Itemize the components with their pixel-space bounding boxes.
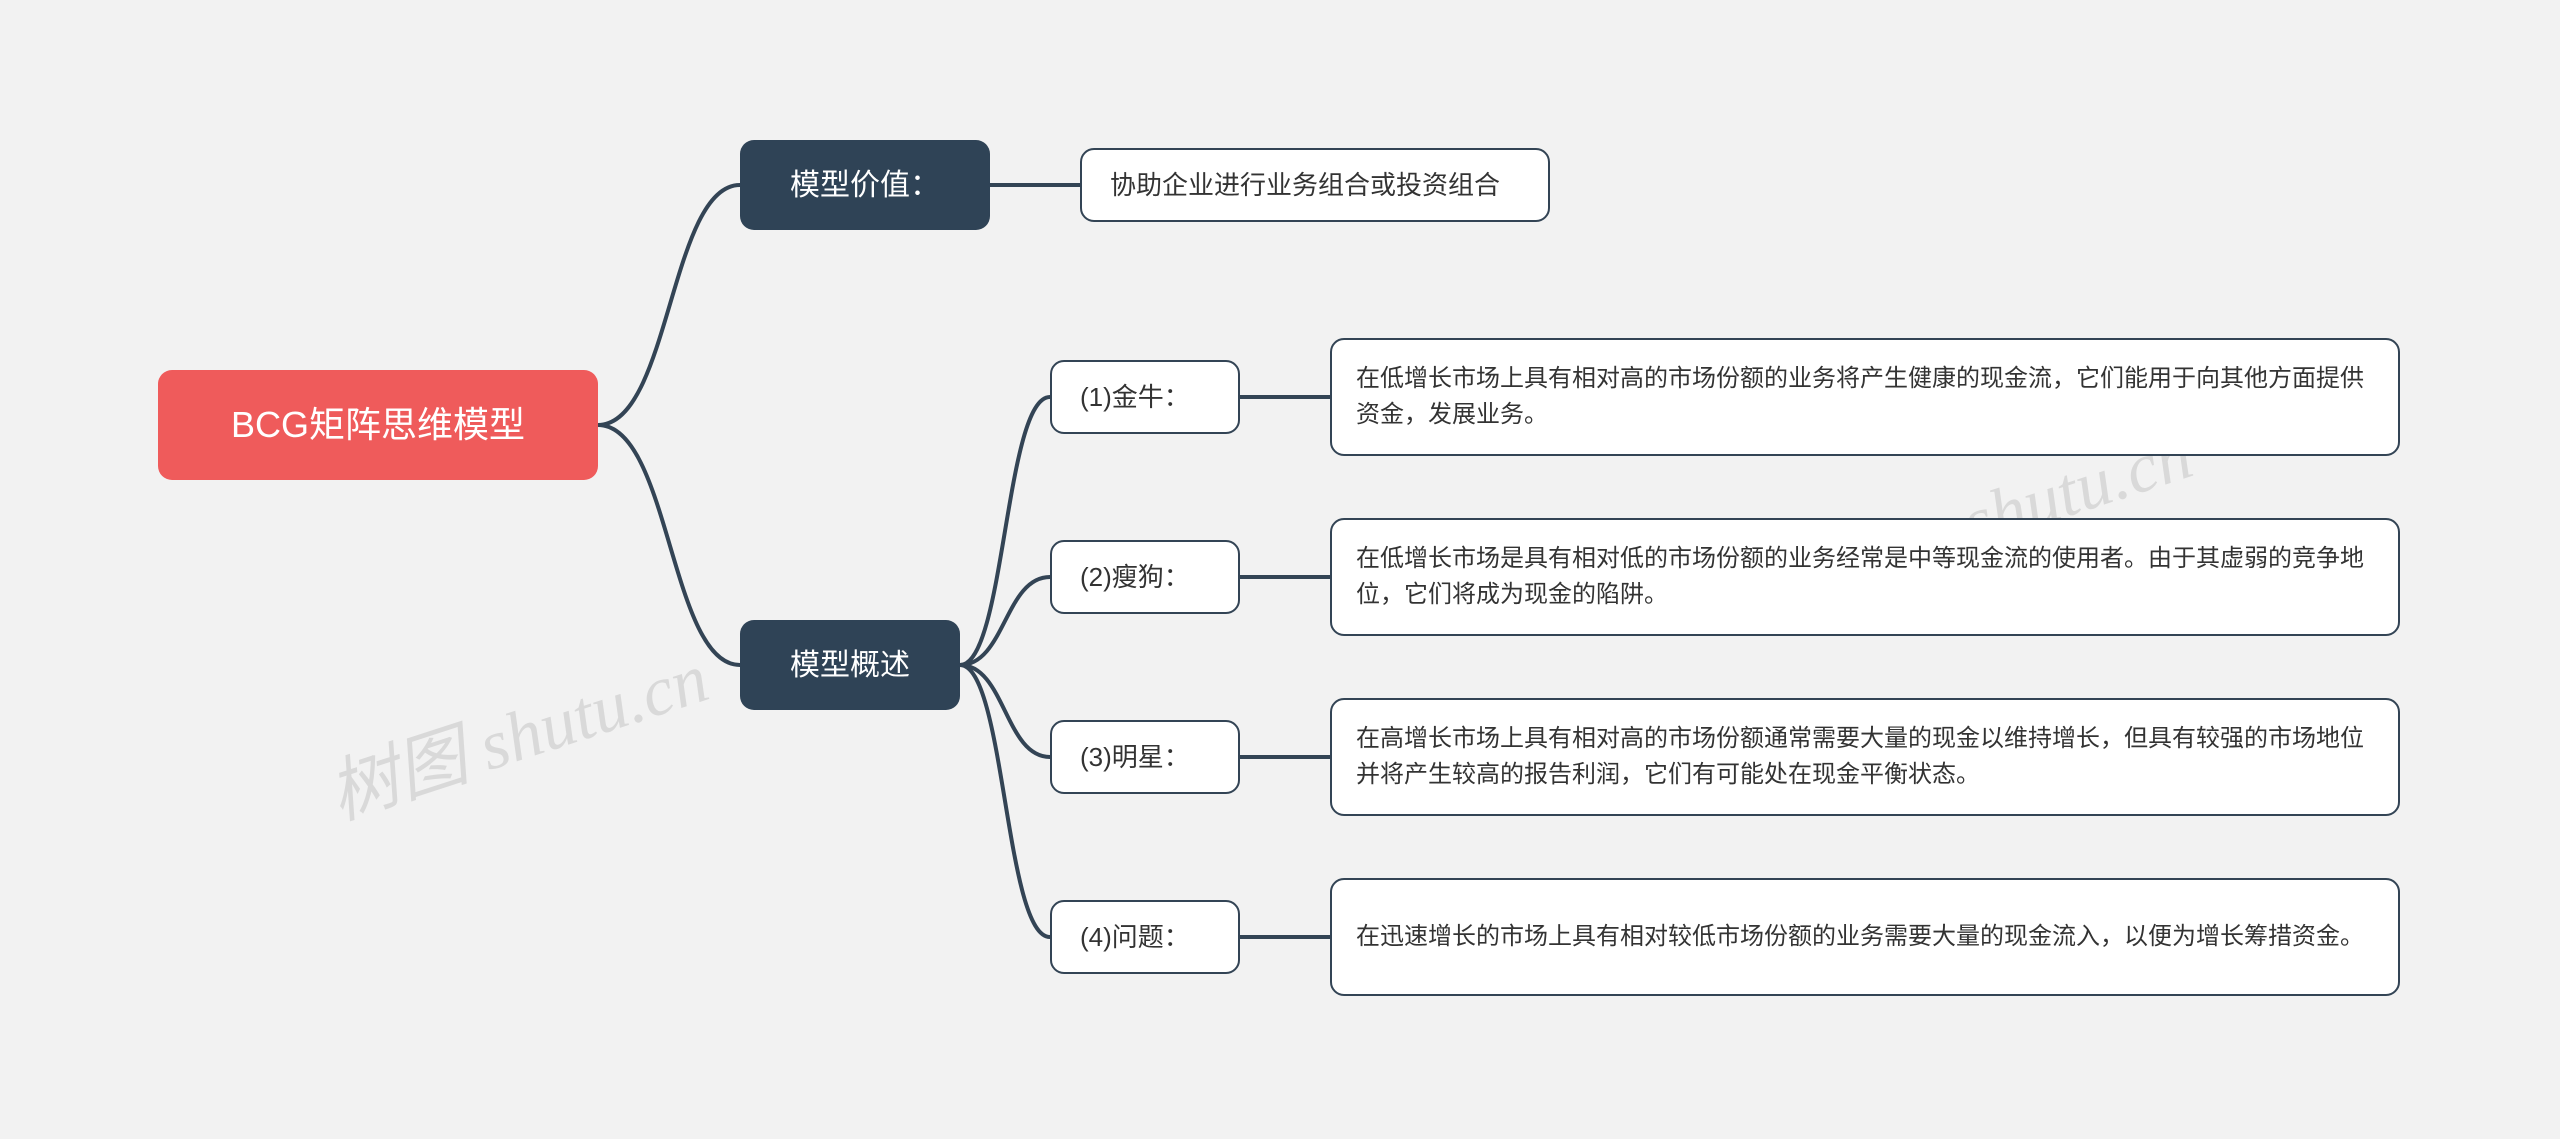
root-label: BCG矩阵思维模型	[231, 398, 525, 452]
root-node[interactable]: BCG矩阵思维模型	[158, 370, 598, 480]
leaf-node-dog[interactable]: (2)瘦狗：	[1050, 540, 1240, 614]
detail-text: 在低增长市场是具有相对低的市场份额的业务经常是中等现金流的使用者。由于其虚弱的竞…	[1356, 541, 2374, 613]
detail-text: 在低增长市场上具有相对高的市场份额的业务将产生健康的现金流，它们能用于向其他方面…	[1356, 361, 2374, 433]
leaf-label: (4)问题：	[1080, 918, 1190, 957]
leaf-node-cashcow[interactable]: (1)金牛：	[1050, 360, 1240, 434]
leaf-node-star[interactable]: (3)明星：	[1050, 720, 1240, 794]
detail-node-dog[interactable]: 在低增长市场是具有相对低的市场份额的业务经常是中等现金流的使用者。由于其虚弱的竞…	[1330, 518, 2400, 636]
leaf-node-question[interactable]: (4)问题：	[1050, 900, 1240, 974]
detail-node-question[interactable]: 在迅速增长的市场上具有相对较低市场份额的业务需要大量的现金流入，以便为增长筹措资…	[1330, 878, 2400, 996]
leaf-label: (2)瘦狗：	[1080, 558, 1190, 597]
leaf-node[interactable]: 协助企业进行业务组合或投资组合	[1080, 148, 1550, 222]
branch-node-overview[interactable]: 模型概述	[740, 620, 960, 710]
watermark: 树图 shutu.cn	[314, 622, 719, 839]
detail-node-cashcow[interactable]: 在低增长市场上具有相对高的市场份额的业务将产生健康的现金流，它们能用于向其他方面…	[1330, 338, 2400, 456]
detail-text: 在迅速增长的市场上具有相对较低市场份额的业务需要大量的现金流入，以便为增长筹措资…	[1356, 919, 2364, 955]
branch-label: 模型概述	[790, 643, 910, 688]
leaf-label: (3)明星：	[1080, 738, 1190, 777]
leaf-label: 协助企业进行业务组合或投资组合	[1110, 166, 1500, 205]
detail-node-star[interactable]: 在高增长市场上具有相对高的市场份额通常需要大量的现金以维持增长，但具有较强的市场…	[1330, 698, 2400, 816]
detail-text: 在高增长市场上具有相对高的市场份额通常需要大量的现金以维持增长，但具有较强的市场…	[1356, 721, 2374, 793]
branch-node-value[interactable]: 模型价值：	[740, 140, 990, 230]
leaf-label: (1)金牛：	[1080, 378, 1190, 417]
branch-label: 模型价值：	[790, 163, 940, 208]
